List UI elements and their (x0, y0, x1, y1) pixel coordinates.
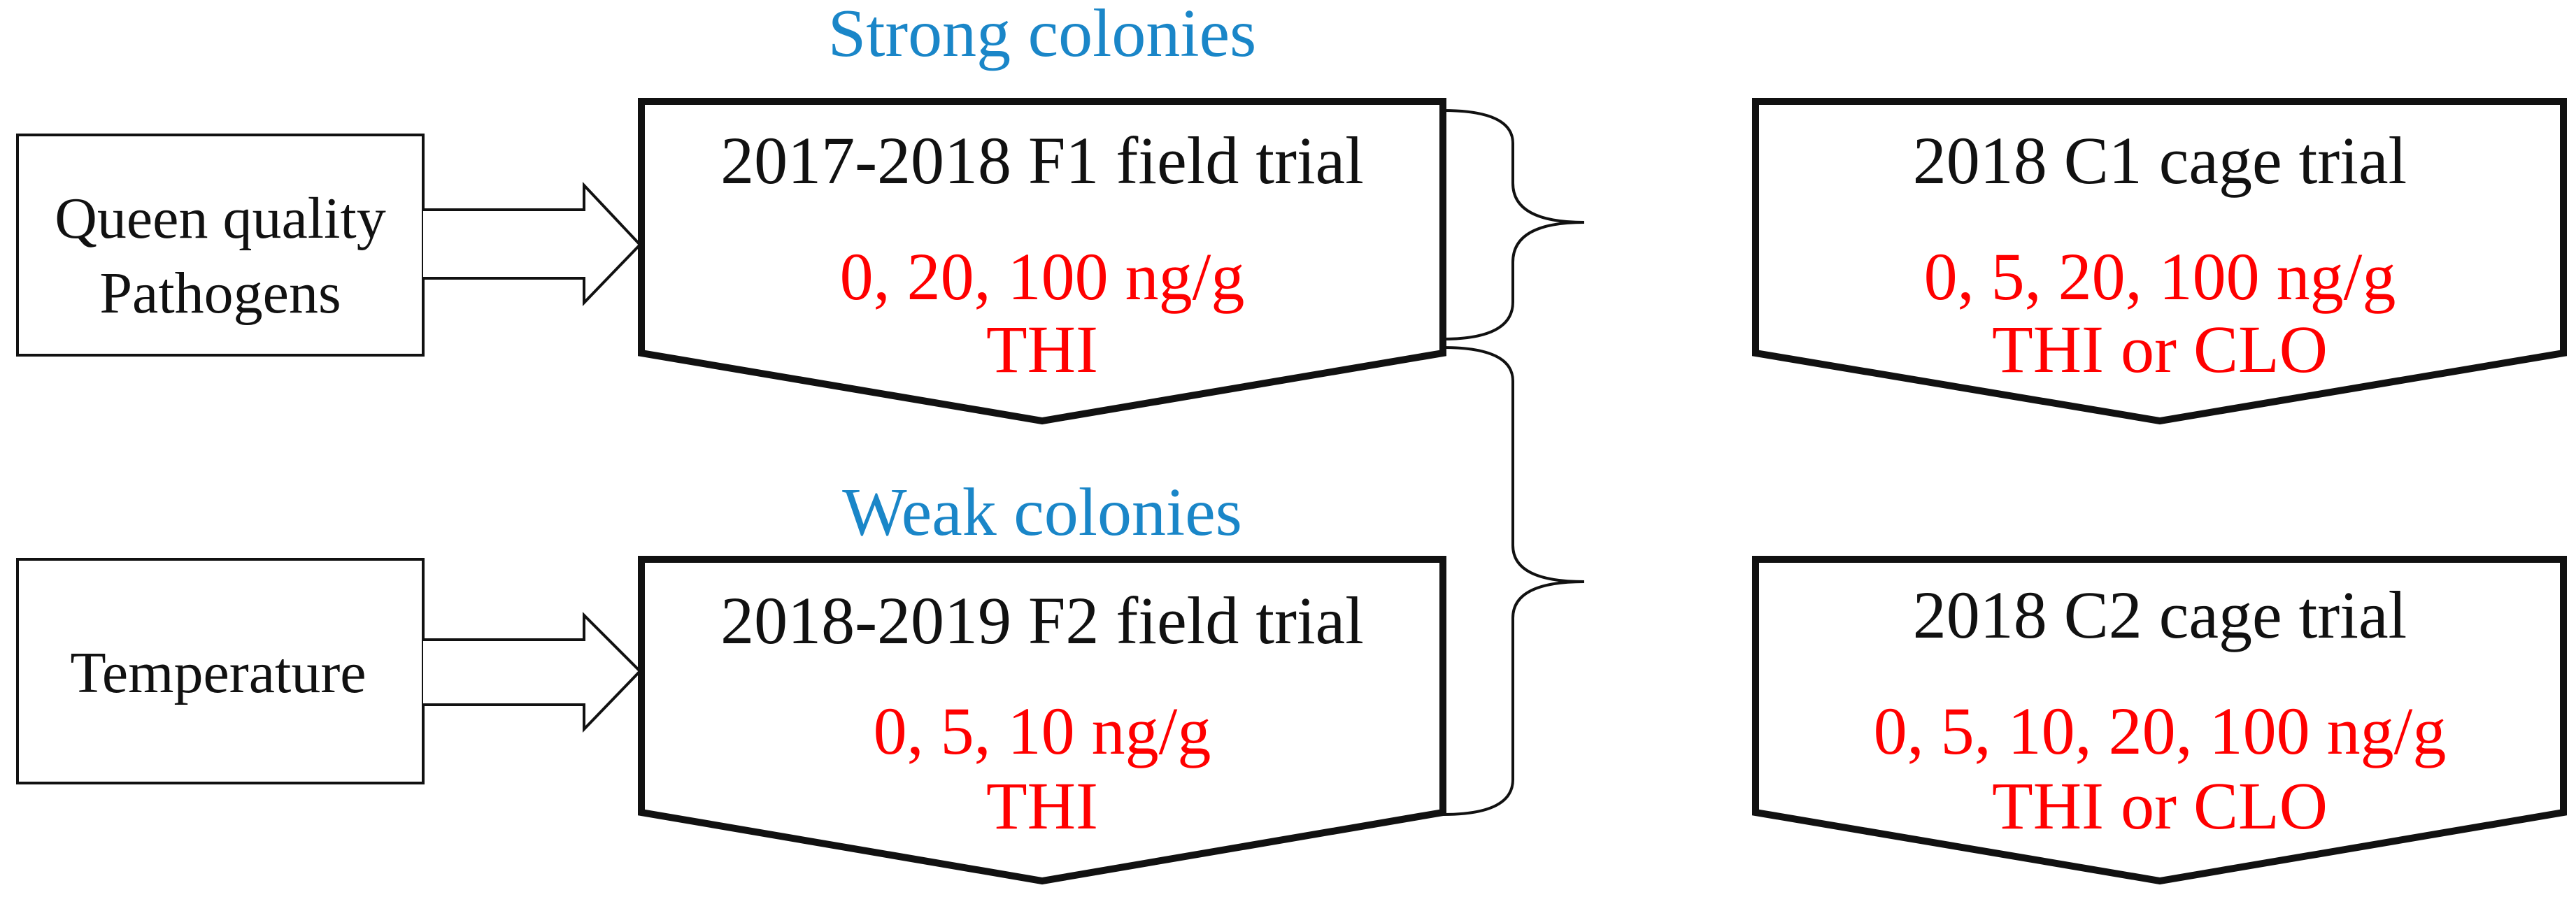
hollow-arrow-top (423, 181, 642, 306)
input-box-queen-pathogens: Queen quality Pathogens (16, 134, 425, 357)
hollow-arrow-bottom (423, 612, 642, 733)
trial-f2-doses: 0, 5, 10 ng/g (874, 694, 1211, 768)
trial-c1-shape (1752, 98, 2567, 425)
input-temperature-label: Temperature (70, 640, 366, 705)
trial-c1-compound: THI or CLO (1992, 312, 2328, 387)
input-pathogens-label: Pathogens (99, 261, 341, 326)
trial-f2-field: 2018-2019 F2 field trial 0, 5, 10 ng/g T… (638, 556, 1446, 885)
trial-f2-title: 2018-2019 F2 field trial (720, 583, 1364, 658)
input-box-temperature-frame (16, 558, 425, 784)
trial-f1-compound: THI (986, 312, 1098, 387)
trial-c2-shape (1752, 556, 2567, 885)
weak-colonies-title: Weak colonies (842, 475, 1242, 550)
trial-f1-shape (638, 98, 1446, 425)
trial-f2-compound: THI (986, 768, 1098, 843)
trial-c2-title: 2018 C2 cage trial (1913, 577, 2407, 652)
trial-f1-title: 2017-2018 F1 field trial (720, 123, 1364, 198)
trial-c1-title: 2018 C1 cage trial (1913, 123, 2407, 198)
trial-c1-doses: 0, 5, 20, 100 ng/g (1924, 239, 2396, 314)
trial-c2-doses: 0, 5, 10, 20, 100 ng/g (1874, 694, 2447, 768)
brace-top (1442, 109, 1585, 340)
trial-c1-cage: 2018 C1 cage trial 0, 5, 20, 100 ng/g TH… (1752, 98, 2567, 425)
trial-f1-doses: 0, 20, 100 ng/g (840, 239, 1245, 314)
input-box-queen-pathogens-frame (16, 134, 425, 357)
input-queen-quality-label: Queen quality (55, 186, 386, 251)
input-box-temperature: Temperature (16, 558, 425, 784)
brace-bottom (1442, 346, 1585, 816)
trial-c2-cage: 2018 C2 cage trial 0, 5, 10, 20, 100 ng/… (1752, 556, 2567, 885)
trial-f1-field: 2017-2018 F1 field trial 0, 20, 100 ng/g… (638, 98, 1446, 425)
trial-c2-compound: THI or CLO (1992, 768, 2328, 843)
trial-f2-shape (638, 556, 1446, 885)
strong-colonies-title: Strong colonies (828, 0, 1256, 71)
